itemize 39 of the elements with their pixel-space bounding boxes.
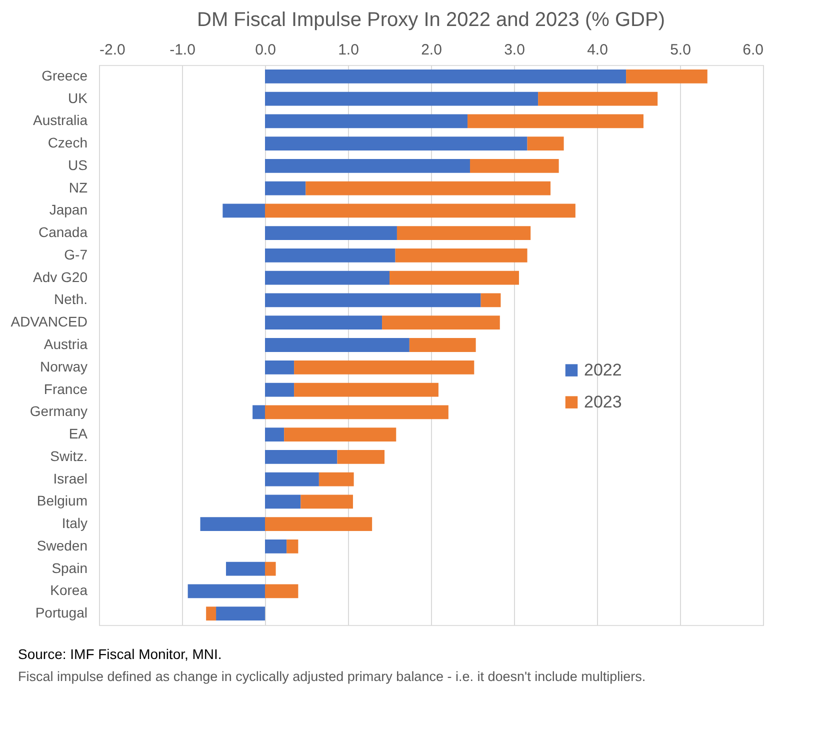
chart-title: DM Fiscal Impulse Proxy In 2022 and 2023 (% GDP) [197,9,665,31]
y-tick-label: Japan [49,202,88,218]
y-tick-label: France [44,380,88,397]
y-tick-label: Korea [50,582,88,598]
y-tick-label: Adv G20 [33,268,88,285]
y-tick-label: Neth. [54,291,88,308]
y-tick-label: Norway [40,358,88,374]
legend-label: 2023 [584,392,622,412]
source-note: Source: IMF Fiscal Monitor, MNI. [18,646,222,662]
y-tick-label: Austria [44,336,88,352]
y-tick-label: Canada [38,224,88,240]
y-tick-label: Spain [52,560,88,576]
y-tick-label: Australia [33,112,88,128]
y-tick-label: US [68,156,88,173]
y-tick-label: Switz. [50,448,88,464]
legend-label: 2022 [584,360,622,380]
y-tick-label: G-7 [64,246,88,262]
y-tick-label: Israel [53,470,88,486]
y-tick-label: Italy [62,515,88,532]
y-tick-label: ADVANCED [10,314,88,330]
x-tick-label: 3.0 [504,42,525,58]
y-tick-label: Greece [42,67,88,84]
y-tick-label: NZ [68,179,88,196]
x-tick-label: 6.0 [742,42,764,58]
y-tick-label: Portugal [35,604,88,621]
y-tick-label: Czech [48,134,88,151]
y-tick-label: UK [68,90,88,106]
x-tick-label: -1.0 [170,42,196,58]
x-tick-label: 4.0 [587,42,608,58]
x-tick-label: 1.0 [338,42,359,58]
x-tick-label: 2.0 [421,42,442,58]
x-tick-label: 0.0 [255,42,276,58]
y-tick-label: Sweden [36,537,88,554]
text: Fiscal impulse defined as change in cyclically adjusted primary balance - i.e. it doesn't include multipliers. [18,669,646,684]
x-tick-label: -2.0 [100,42,126,58]
x-tick-label: 5.0 [670,42,691,58]
y-tick-label: Belgium [36,492,88,509]
y-tick-label: Germany [30,403,88,420]
y-tick-label: EA [68,426,88,442]
